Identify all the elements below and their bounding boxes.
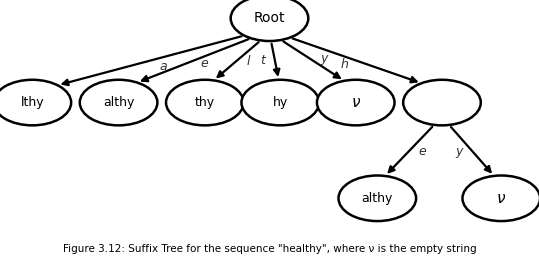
Text: ν: ν <box>351 95 360 110</box>
Text: althy: althy <box>103 96 134 109</box>
Text: Figure 3.12: Suffix Tree for the sequence "healthy", where ν is the empty string: Figure 3.12: Suffix Tree for the sequenc… <box>63 244 476 254</box>
Ellipse shape <box>0 80 71 125</box>
Ellipse shape <box>403 80 481 125</box>
Ellipse shape <box>338 176 416 221</box>
Text: hy: hy <box>273 96 288 109</box>
Text: t: t <box>261 54 266 67</box>
Ellipse shape <box>241 80 319 125</box>
Ellipse shape <box>231 0 308 41</box>
Ellipse shape <box>317 80 395 125</box>
Text: lthy: lthy <box>20 96 44 109</box>
Text: thy: thy <box>195 96 215 109</box>
Ellipse shape <box>80 80 157 125</box>
Ellipse shape <box>462 176 539 221</box>
Text: e: e <box>419 146 426 159</box>
Text: e: e <box>201 57 209 70</box>
Ellipse shape <box>166 80 244 125</box>
Text: althy: althy <box>362 192 393 205</box>
Text: a: a <box>159 60 167 73</box>
Text: Root: Root <box>254 11 285 25</box>
Text: h: h <box>341 58 348 71</box>
Text: ν: ν <box>497 191 506 206</box>
Text: l: l <box>247 55 250 68</box>
Text: y: y <box>320 52 327 65</box>
Text: y: y <box>455 145 462 158</box>
